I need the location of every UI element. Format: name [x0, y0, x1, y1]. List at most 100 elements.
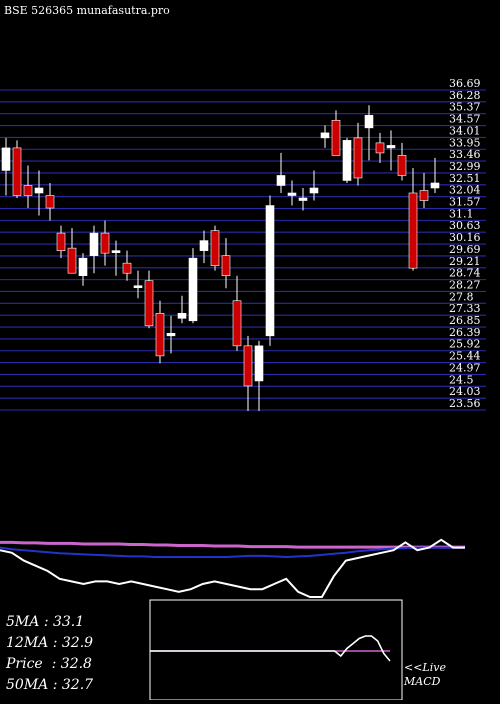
candle-body: [364, 115, 374, 129]
ma-row-5ma: 5MA : 33.1: [6, 612, 93, 633]
candle-body: [397, 155, 407, 176]
ma-separator: :: [52, 635, 58, 651]
candle-body: [386, 145, 396, 149]
chart-title: BSE 526365 munafasutra.pro: [4, 4, 170, 17]
y-tick-label: 32.04: [449, 184, 481, 197]
ma-value: 32.8: [60, 656, 92, 672]
candle-body: [45, 195, 55, 209]
candle-body: [265, 205, 275, 337]
candle-body: [67, 247, 77, 274]
ma-label: 50MA: [6, 677, 49, 693]
y-tick-label: 35.37: [449, 101, 481, 114]
y-tick-label: 27.33: [449, 302, 481, 315]
y-tick-label: 24.97: [449, 361, 481, 374]
macd-live-label[interactable]: <<Live MACD: [404, 661, 446, 689]
candle-body: [122, 262, 132, 274]
candle-body: [375, 142, 385, 154]
ma-value: 32.7: [61, 677, 94, 693]
candle-body: [320, 132, 330, 139]
ma-separator: :: [52, 677, 58, 693]
ma-row-12ma: 12MA : 32.9: [6, 633, 93, 654]
moving-average-lines: [0, 538, 465, 598]
candle-body: [89, 232, 99, 256]
macd-series-line: [150, 635, 391, 662]
y-tick-label: 32.51: [449, 172, 481, 185]
y-tick-label: 30.16: [449, 231, 481, 244]
candle-body: [210, 230, 220, 266]
candle-body: [155, 312, 165, 357]
y-tick-label: 25.44: [449, 350, 481, 363]
ma-series-line: [0, 540, 465, 549]
candle-body: [430, 182, 440, 189]
candle-body: [188, 257, 198, 322]
candle-body: [78, 257, 88, 276]
candle-body: [111, 250, 121, 253]
y-tick-label: 31.57: [449, 196, 481, 209]
candle-body: [408, 192, 418, 269]
y-tick-label: 26.85: [449, 314, 481, 327]
ma-value: 33.1: [52, 614, 85, 630]
y-tick-label: 33.95: [449, 136, 481, 149]
y-tick-label: 33.46: [449, 148, 481, 161]
ma-separator: :: [51, 656, 57, 672]
candle-body: [34, 187, 44, 194]
ma-summary-panel: 5MA : 33.1 12MA : 32.9 Price : 32.8 50MA…: [6, 612, 93, 696]
y-tick-label: 31.1: [449, 207, 474, 220]
y-tick-label: 32.99: [449, 160, 481, 173]
candle-body: [254, 345, 264, 382]
y-tick-label: 36.28: [449, 89, 481, 102]
candle-body: [144, 280, 154, 327]
y-tick-label: 36.69: [449, 77, 481, 90]
y-tick-label: 29.21: [449, 255, 481, 268]
y-tick-label: 34.57: [449, 113, 481, 126]
ma-value: 32.9: [61, 635, 94, 651]
y-tick-label: 24.5: [449, 373, 474, 386]
candle-body: [342, 140, 352, 181]
y-tick-label: 25.92: [449, 338, 481, 351]
candle-body: [243, 345, 253, 387]
ma-row-price: Price : 32.8: [6, 654, 93, 675]
price-grid: [0, 89, 486, 411]
macd-title: MACD: [404, 675, 441, 688]
y-tick-labels: 36.6936.2835.3734.5734.0133.9533.4632.99…: [449, 77, 481, 410]
candle-body: [331, 120, 341, 156]
candle-body: [100, 232, 110, 254]
y-tick-label: 30.63: [449, 219, 481, 232]
ma-label: Price: [6, 656, 43, 672]
y-tick-label: 24.03: [449, 385, 481, 398]
macd-live-link[interactable]: <<Live: [404, 661, 446, 674]
ma-series-line: [0, 546, 465, 559]
ma-row-50ma: 50MA : 32.7: [6, 675, 93, 696]
candle-body: [353, 137, 363, 179]
y-tick-label: 26.39: [449, 326, 481, 339]
candle-body: [1, 147, 11, 171]
candle-body: [166, 333, 176, 337]
candle-body: [309, 187, 319, 194]
macd-lines: [150, 635, 391, 662]
y-tick-label: 29.69: [449, 243, 481, 256]
candle-body: [276, 175, 286, 186]
candle-body: [287, 192, 297, 196]
y-tick-label: 28.74: [449, 267, 481, 280]
candle-body: [199, 240, 209, 251]
candlestick-series: [1, 105, 440, 411]
candle-body: [23, 185, 33, 196]
y-tick-label: 27.8: [449, 290, 474, 303]
candle-body: [221, 255, 231, 276]
candle-body: [133, 285, 143, 289]
candle-body: [56, 232, 66, 251]
candle-body: [232, 300, 242, 347]
y-tick-label: 28.27: [449, 278, 481, 291]
candle-body: [177, 312, 187, 319]
y-tick-label: 23.56: [449, 397, 481, 410]
candle-body: [419, 190, 429, 201]
ma-series-line: [0, 538, 465, 598]
ma-label: 12MA: [6, 635, 49, 651]
candle-body: [12, 147, 22, 196]
candle-body: [298, 197, 308, 201]
ma-label: 5MA: [6, 614, 40, 630]
y-tick-label: 34.01: [449, 124, 481, 137]
ma-separator: :: [43, 614, 49, 630]
